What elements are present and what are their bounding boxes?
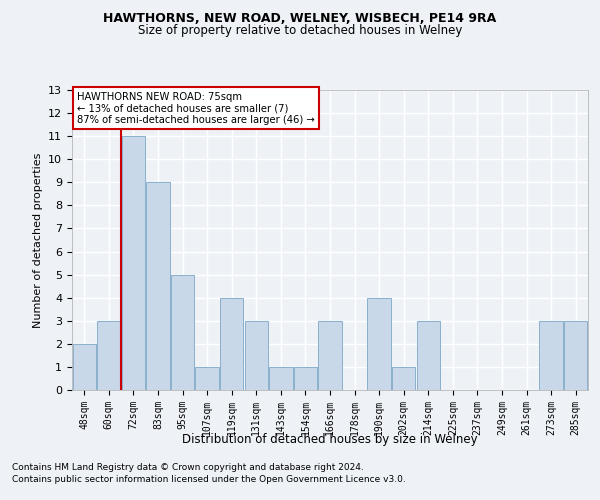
Bar	[539, 321, 563, 390]
Bar	[269, 367, 293, 390]
Bar	[220, 298, 244, 390]
Bar	[97, 321, 121, 390]
Y-axis label: Number of detached properties: Number of detached properties	[32, 152, 43, 328]
Bar	[416, 321, 440, 390]
Text: Contains public sector information licensed under the Open Government Licence v3: Contains public sector information licen…	[12, 475, 406, 484]
Text: Contains HM Land Registry data © Crown copyright and database right 2024.: Contains HM Land Registry data © Crown c…	[12, 464, 364, 472]
Bar	[73, 344, 96, 390]
Bar	[294, 367, 317, 390]
Bar	[245, 321, 268, 390]
Bar	[122, 136, 145, 390]
Bar	[196, 367, 219, 390]
Bar	[564, 321, 587, 390]
Bar	[319, 321, 341, 390]
Text: HAWTHORNS, NEW ROAD, WELNEY, WISBECH, PE14 9RA: HAWTHORNS, NEW ROAD, WELNEY, WISBECH, PE…	[103, 12, 497, 26]
Bar	[367, 298, 391, 390]
Bar	[146, 182, 170, 390]
Bar	[171, 274, 194, 390]
Text: Distribution of detached houses by size in Welney: Distribution of detached houses by size …	[182, 432, 478, 446]
Text: HAWTHORNS NEW ROAD: 75sqm
← 13% of detached houses are smaller (7)
87% of semi-d: HAWTHORNS NEW ROAD: 75sqm ← 13% of detac…	[77, 92, 315, 124]
Text: Size of property relative to detached houses in Welney: Size of property relative to detached ho…	[138, 24, 462, 37]
Bar	[392, 367, 415, 390]
